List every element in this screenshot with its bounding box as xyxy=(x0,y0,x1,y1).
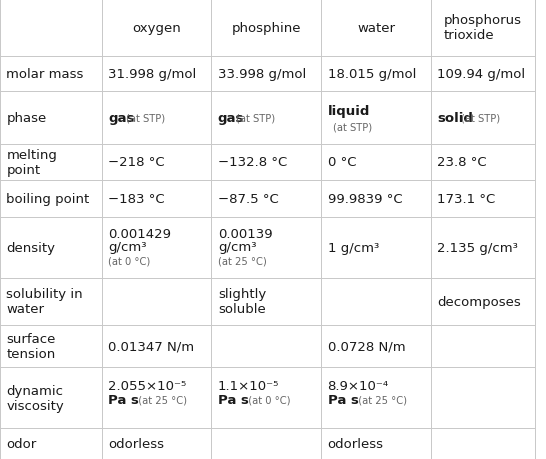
Text: (at STP): (at STP) xyxy=(236,113,275,123)
Text: gas: gas xyxy=(108,112,134,124)
Text: Pa s: Pa s xyxy=(218,393,249,406)
Text: decomposes: decomposes xyxy=(437,295,521,308)
Text: oxygen: oxygen xyxy=(132,22,181,35)
Text: gas: gas xyxy=(218,112,244,124)
Text: (at 0 °C): (at 0 °C) xyxy=(108,256,150,266)
Text: phase: phase xyxy=(7,112,46,124)
Text: 2.135 g/cm³: 2.135 g/cm³ xyxy=(437,241,518,254)
Text: odorless: odorless xyxy=(328,437,384,450)
Text: g/cm³: g/cm³ xyxy=(218,240,257,253)
Text: g/cm³: g/cm³ xyxy=(108,240,147,253)
Text: 0.00139: 0.00139 xyxy=(218,228,272,241)
Text: liquid: liquid xyxy=(328,105,370,118)
Text: 18.015 g/mol: 18.015 g/mol xyxy=(328,67,416,81)
Text: −218 °C: −218 °C xyxy=(108,156,165,169)
Text: 99.9839 °C: 99.9839 °C xyxy=(328,192,402,206)
Text: solubility in
water: solubility in water xyxy=(7,288,83,316)
Text: (at STP): (at STP) xyxy=(333,122,372,132)
Text: (at STP): (at STP) xyxy=(461,113,500,123)
Text: density: density xyxy=(7,241,56,254)
Text: (at 25 °C): (at 25 °C) xyxy=(218,256,266,266)
Text: −132.8 °C: −132.8 °C xyxy=(218,156,287,169)
Text: 1 g/cm³: 1 g/cm³ xyxy=(328,241,379,254)
Text: slightly
soluble: slightly soluble xyxy=(218,288,266,316)
Text: surface
tension: surface tension xyxy=(7,332,56,360)
Text: Pa s: Pa s xyxy=(328,393,359,406)
Text: 0.0728 N/m: 0.0728 N/m xyxy=(328,340,405,353)
Text: 1.1×10⁻⁵: 1.1×10⁻⁵ xyxy=(218,380,279,392)
Text: phosphorus
trioxide: phosphorus trioxide xyxy=(444,15,522,42)
Text: 23.8 °C: 23.8 °C xyxy=(437,156,487,169)
Text: 31.998 g/mol: 31.998 g/mol xyxy=(108,67,197,81)
Text: dynamic
viscosity: dynamic viscosity xyxy=(7,384,64,412)
Text: 2.055×10⁻⁵: 2.055×10⁻⁵ xyxy=(108,380,186,392)
Text: odorless: odorless xyxy=(108,437,164,450)
Text: solid: solid xyxy=(437,112,473,124)
Text: (at 25 °C): (at 25 °C) xyxy=(132,394,187,404)
Text: odor: odor xyxy=(7,437,37,450)
Text: boiling point: boiling point xyxy=(7,192,90,206)
Text: molar mass: molar mass xyxy=(7,67,84,81)
Text: 0.001429: 0.001429 xyxy=(108,228,171,241)
Text: 8.9×10⁻⁴: 8.9×10⁻⁴ xyxy=(328,380,389,392)
Text: phosphine: phosphine xyxy=(232,22,301,35)
Text: 0 °C: 0 °C xyxy=(328,156,356,169)
Text: 33.998 g/mol: 33.998 g/mol xyxy=(218,67,306,81)
Text: 109.94 g/mol: 109.94 g/mol xyxy=(437,67,525,81)
Text: Pa s: Pa s xyxy=(108,393,139,406)
Text: 173.1 °C: 173.1 °C xyxy=(437,192,496,206)
Text: −87.5 °C: −87.5 °C xyxy=(218,192,278,206)
Text: 0.01347 N/m: 0.01347 N/m xyxy=(108,340,194,353)
Text: (at 0 °C): (at 0 °C) xyxy=(242,394,290,404)
Text: (at 25 °C): (at 25 °C) xyxy=(352,394,407,404)
Text: water: water xyxy=(357,22,395,35)
Text: melting
point: melting point xyxy=(7,149,57,176)
Text: (at STP): (at STP) xyxy=(126,113,165,123)
Text: −183 °C: −183 °C xyxy=(108,192,165,206)
